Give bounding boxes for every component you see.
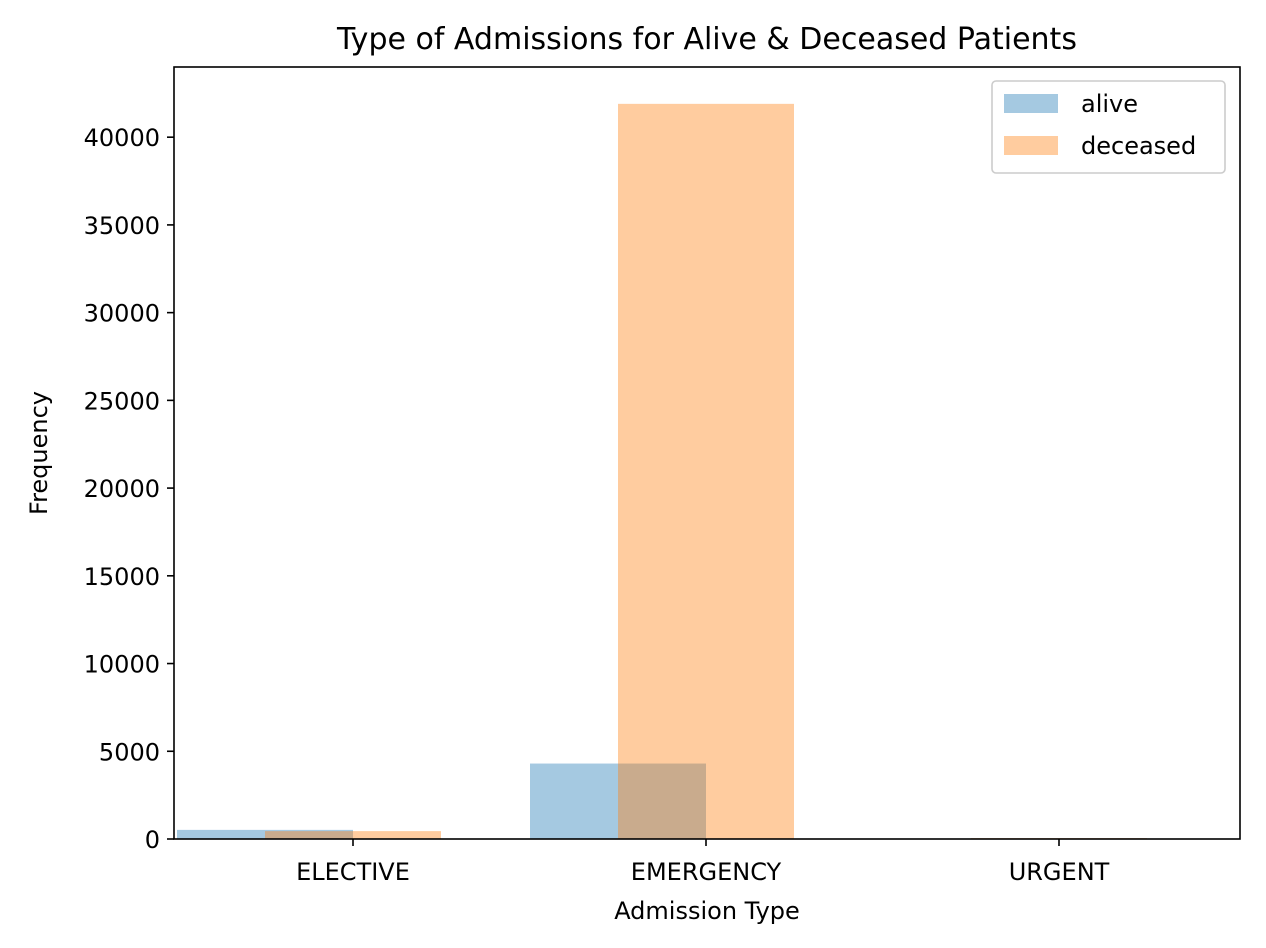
legend-swatch-deceased — [1004, 136, 1058, 155]
y-tick-label: 15000 — [84, 563, 160, 591]
y-tick-label: 40000 — [84, 124, 160, 152]
legend-label-deceased: deceased — [1081, 132, 1196, 160]
bar-alive-elective — [177, 829, 353, 839]
y-axis-label: Frequency — [25, 391, 53, 515]
y-tick-label: 35000 — [84, 212, 160, 240]
y-tick-label: 25000 — [84, 387, 160, 415]
y-axis-ticks: 0 5000 10000 15000 20000 25000 30000 35000 40000 — [84, 124, 174, 854]
x-axis-ticks: ELECTIVE EMERGENCY URGENT — [296, 839, 1110, 886]
y-tick-label: 10000 — [84, 651, 160, 679]
plot-frame — [173, 66, 1241, 840]
y-tick-label: 20000 — [84, 475, 160, 503]
y-tick-label: 30000 — [84, 300, 160, 328]
y-tick-label: 0 — [145, 826, 160, 854]
x-axis-label: Admission Type — [614, 897, 800, 925]
x-tick-label: ELECTIVE — [296, 858, 410, 886]
axes-layer: ELECTIVE EMERGENCY URGENT 0 5000 10000 15000 2… — [84, 66, 1241, 886]
bar-deceased-emergency — [618, 103, 794, 839]
legend-label-alive: alive — [1081, 90, 1138, 118]
x-tick-label: EMERGENCY — [631, 858, 782, 886]
legend-swatch-alive — [1004, 94, 1058, 113]
bar-alive-emergency — [530, 763, 706, 839]
bars-layer — [177, 103, 1147, 839]
chart-title: Type of Admissions for Alive & Deceased … — [336, 22, 1077, 57]
legend: alive deceased — [991, 80, 1226, 174]
x-tick-label: URGENT — [1009, 858, 1110, 886]
bar-deceased-elective — [265, 831, 441, 839]
y-tick-label: 5000 — [99, 738, 160, 766]
legend-box — [991, 80, 1226, 174]
